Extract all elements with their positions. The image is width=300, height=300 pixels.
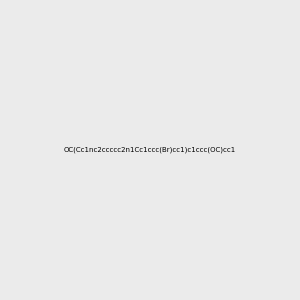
Text: OC(Cc1nc2ccccc2n1Cc1ccc(Br)cc1)c1ccc(OC)cc1: OC(Cc1nc2ccccc2n1Cc1ccc(Br)cc1)c1ccc(OC)…	[64, 147, 236, 153]
